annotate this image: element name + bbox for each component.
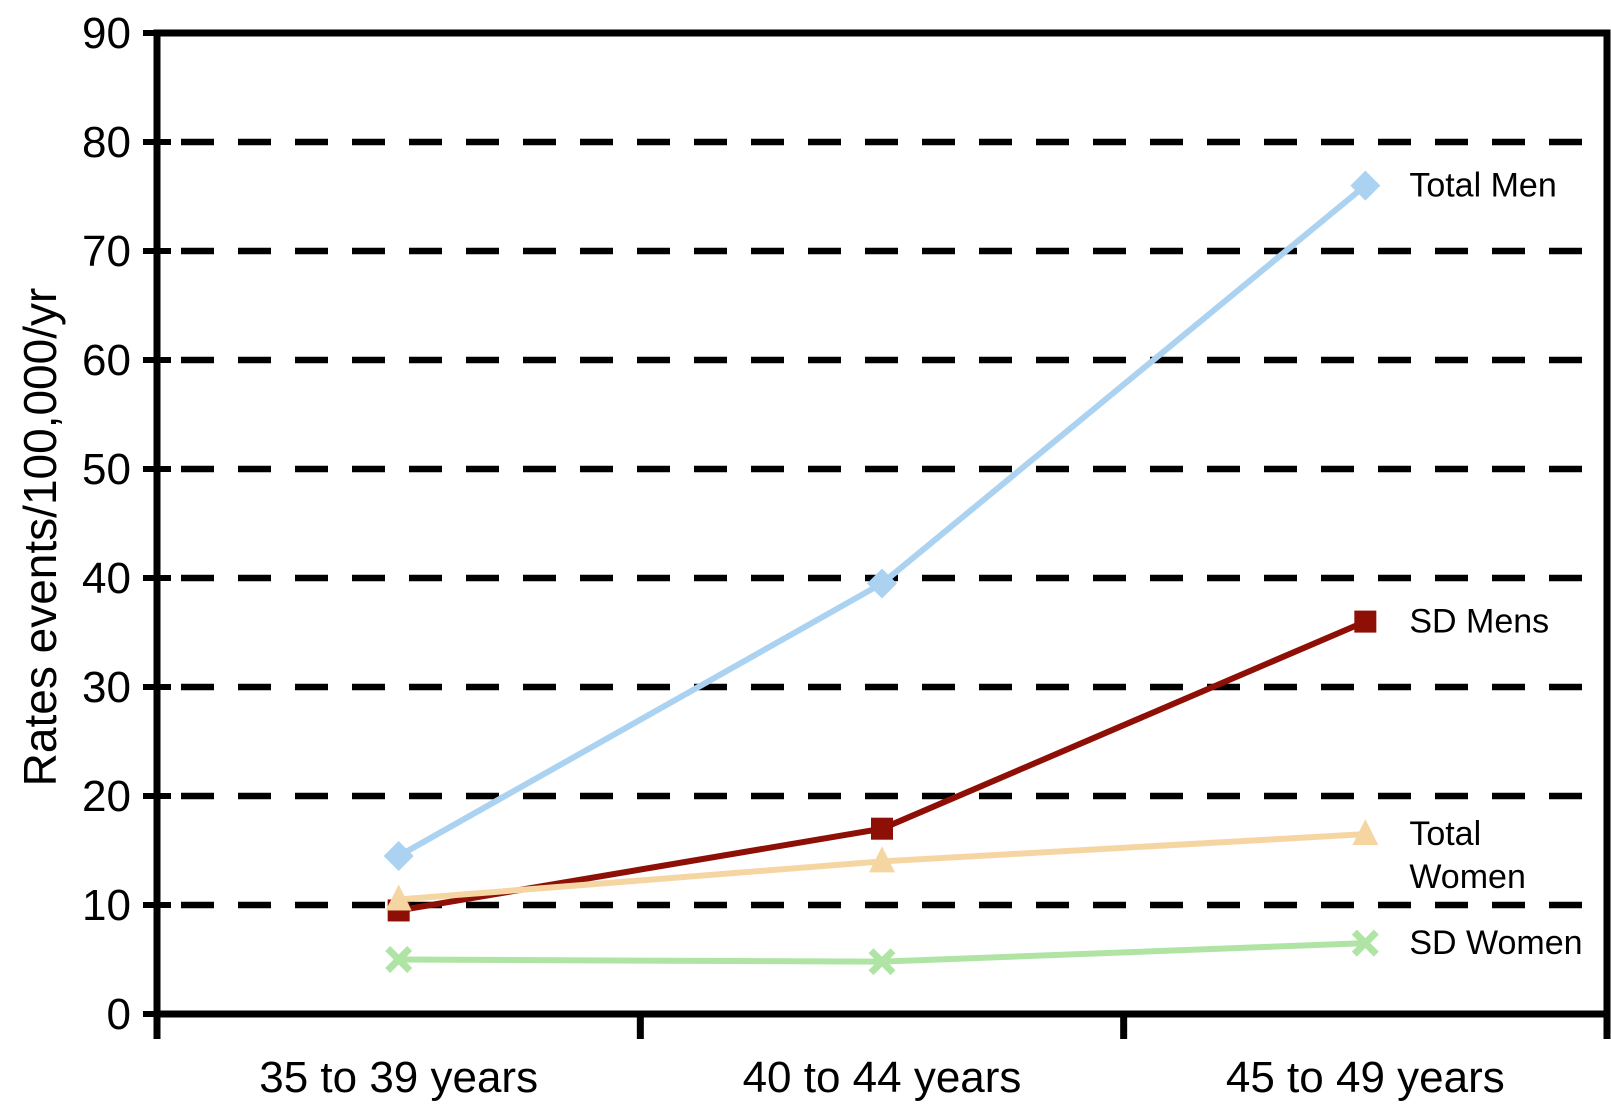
sd-women-marker-1 (868, 948, 896, 976)
x-category-label-0: 35 to 39 years (259, 1053, 538, 1102)
total-men-marker-2 (1350, 170, 1381, 201)
total-women-label-line-0: Total (1409, 815, 1481, 853)
total-men-marker-0 (383, 840, 414, 871)
series-total-women: Total Women (385, 815, 1526, 911)
y-axis-title: Rates events/100,000/yr (14, 288, 66, 787)
y-tick-label-20: 20 (82, 772, 131, 821)
total-men-label-line-0: Total Men (1409, 167, 1556, 205)
total-women-label-line-1: Women (1409, 858, 1526, 896)
total-women-marker-2 (1352, 819, 1379, 846)
y-tick-label-40: 40 (82, 554, 131, 603)
total-men-line (397, 183, 1368, 859)
sd-women-marker-2 (1351, 929, 1379, 957)
total-women-marker-0 (385, 884, 412, 911)
y-tick-label-90: 90 (82, 9, 131, 58)
y-tick-label-10: 10 (82, 881, 131, 930)
sd-women-marker-0 (385, 946, 413, 973)
x-category-label-1: 40 to 44 years (743, 1053, 1022, 1102)
total-women-marker-1 (869, 846, 895, 873)
sd-mens-label-line-0: SD Mens (1409, 603, 1549, 641)
y-tick-label-0: 0 (107, 990, 131, 1039)
sd-mens-marker-1 (871, 817, 893, 840)
y-tick-label-70: 70 (82, 227, 131, 276)
y-tick-label-60: 60 (82, 336, 131, 385)
series-total-men: Total Men (383, 167, 1557, 871)
x-category-label-2: 45 to 49 years (1226, 1053, 1505, 1102)
y-tick-label-50: 50 (82, 445, 131, 494)
total-men-marker-1 (867, 568, 897, 599)
sd-mens-marker-2 (1354, 610, 1377, 633)
series-sd-women: SD Women (385, 924, 1583, 976)
y-tick-label-80: 80 (82, 118, 131, 167)
sd-women-label-line-0: SD Women (1409, 924, 1582, 962)
y-tick-label-30: 30 (82, 663, 131, 712)
plot-frame (153, 29, 1611, 1018)
